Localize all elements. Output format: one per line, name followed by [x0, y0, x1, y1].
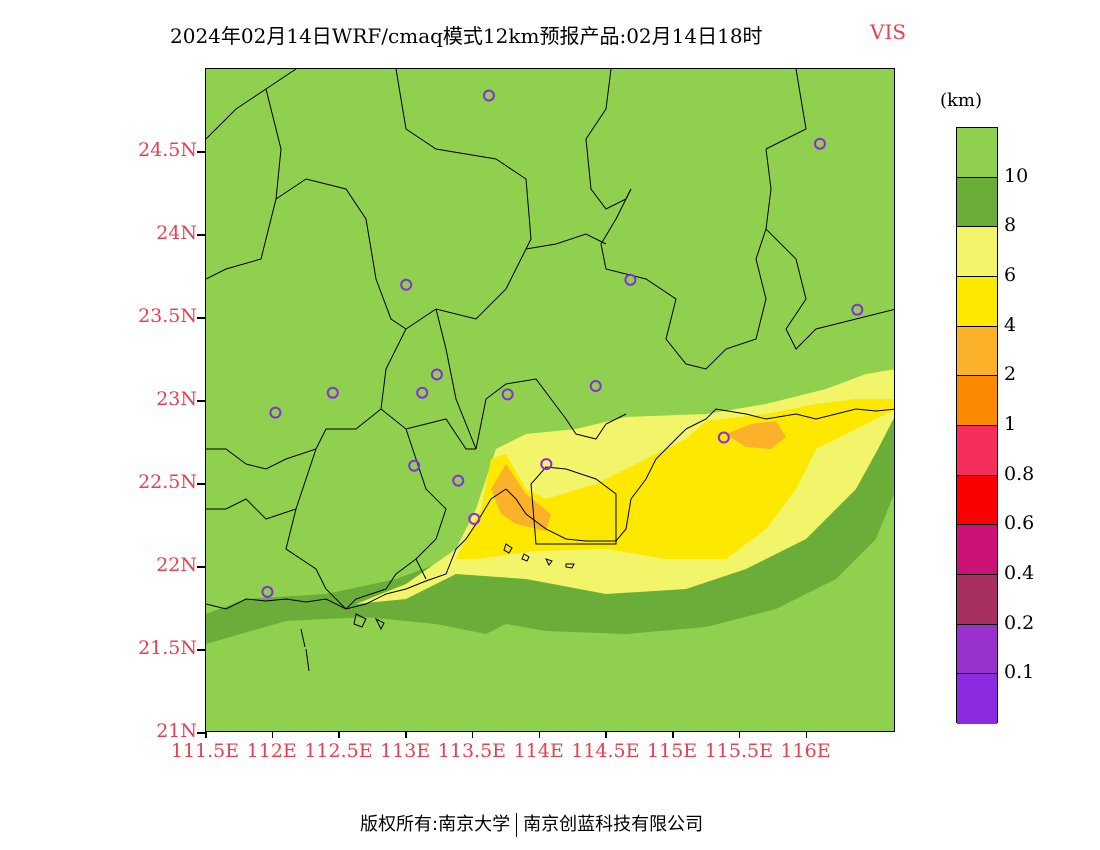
- lon-tick-mark: [471, 732, 474, 738]
- colorbar-label: 0.1: [1004, 661, 1035, 684]
- station-marker-7[interactable]: [416, 386, 429, 399]
- colorbar-segment: [957, 227, 997, 277]
- vis-band-2b: [726, 421, 786, 449]
- station-marker-10[interactable]: [269, 406, 282, 419]
- colorbar-segment: [957, 475, 997, 526]
- station-marker-15[interactable]: [468, 512, 481, 525]
- lon-tick-mark: [605, 732, 607, 738]
- lat-tick-label: 24.5N: [138, 139, 197, 161]
- colorbar-segment: [957, 575, 997, 625]
- lon-tick-mark: [672, 732, 674, 738]
- colorbar-label: 1: [1004, 413, 1017, 435]
- station-marker-16[interactable]: [261, 585, 274, 598]
- lon-tick-label: 112E: [246, 740, 297, 762]
- lat-tick-mark: [197, 566, 205, 568]
- colorbar-segment: [957, 376, 997, 426]
- lat-tick-label: 21.5N: [138, 637, 197, 659]
- lat-tick-label: 23.5N: [138, 305, 197, 327]
- station-marker-1[interactable]: [813, 137, 826, 150]
- lon-tick-mark: [538, 732, 541, 738]
- station-marker-2[interactable]: [400, 278, 413, 291]
- lat-tick-label: 22N: [156, 554, 197, 576]
- lat-tick-label: 22.5N: [138, 471, 197, 493]
- lon-tick-mark: [405, 732, 407, 738]
- lon-tick-mark: [205, 732, 207, 738]
- lat-tick-mark: [197, 234, 205, 236]
- footer-credit: 版权所有:南京大学 南京创蓝科技有限公司: [360, 810, 703, 837]
- colorbar-label: 10: [1004, 164, 1029, 187]
- colorbar-segment: [957, 177, 997, 228]
- lon-tick-mark: [738, 732, 741, 738]
- lat-tick-label: 21N: [156, 720, 197, 742]
- map-canvas: [206, 69, 894, 672]
- lon-tick-label: 114.5E: [571, 740, 640, 762]
- colorbar-label: 0.6: [1004, 512, 1035, 535]
- title-main: 2024年02月14日WRF/cmaq模式12km预报产品:02月14日18时: [170, 24, 763, 48]
- lon-tick-label: 115E: [647, 740, 698, 762]
- colorbar-segment: [957, 326, 997, 377]
- lon-tick-label: 116E: [780, 740, 831, 762]
- lon-tick-mark: [805, 732, 808, 738]
- station-marker-6[interactable]: [326, 386, 339, 399]
- lon-tick-mark: [338, 732, 340, 738]
- station-markers: [261, 89, 864, 598]
- lat-tick-label: 23N: [156, 388, 197, 410]
- station-marker-9[interactable]: [589, 380, 602, 393]
- station-marker-3[interactable]: [624, 273, 637, 286]
- lon-tick-label: 111.5E: [170, 740, 240, 762]
- lat-tick-mark: [197, 649, 205, 651]
- lat-tick-mark: [197, 400, 205, 402]
- colorbar-label: 2: [1004, 363, 1017, 386]
- footer-separator: [516, 813, 518, 837]
- colorbar-segment: [957, 128, 997, 178]
- lon-tick-label: 112.5E: [304, 740, 373, 762]
- colorbar: [956, 127, 998, 724]
- station-marker-8[interactable]: [501, 388, 514, 401]
- vis-band-4: [456, 399, 894, 559]
- colorbar-segment: [957, 624, 997, 675]
- admin-boundaries: [206, 69, 894, 610]
- lat-tick-mark: [197, 151, 205, 153]
- footer-right: 南京创蓝科技有限公司: [523, 814, 704, 835]
- vis-band-2: [491, 464, 551, 531]
- lat-tick-mark: [197, 732, 205, 734]
- colorbar-label: 4: [1004, 313, 1017, 336]
- station-marker-12[interactable]: [408, 459, 421, 472]
- station-marker-13[interactable]: [540, 458, 553, 471]
- lon-tick-label: 113E: [380, 740, 431, 762]
- colorbar-segment: [957, 525, 997, 575]
- colorbar-segment: [957, 426, 997, 476]
- figure-title: 2024年02月14日WRF/cmaq模式12km预报产品:02月14日18时 …: [0, 20, 1100, 50]
- map-panel[interactable]: [205, 68, 895, 732]
- colorbar-segment: [957, 674, 997, 724]
- lat-tick-label: 24N: [156, 222, 197, 244]
- colorbar-label: 0.8: [1004, 462, 1035, 485]
- islands: [300, 543, 575, 672]
- station-marker-5[interactable]: [430, 368, 443, 381]
- lon-tick-label: 114E: [513, 740, 564, 762]
- station-marker-14[interactable]: [452, 474, 465, 487]
- station-marker-0[interactable]: [482, 89, 495, 102]
- title-variable: VIS: [870, 20, 907, 44]
- lon-tick-label: 113.5E: [437, 740, 507, 762]
- colorbar-label: 6: [1004, 264, 1017, 286]
- colorbar-label: 0.2: [1004, 611, 1035, 634]
- lat-tick-mark: [197, 317, 205, 319]
- station-marker-4[interactable]: [851, 303, 864, 316]
- vis-band-8: [206, 382, 894, 644]
- lon-tick-label: 115.5E: [704, 740, 773, 762]
- colorbar-label: 0.4: [1004, 562, 1035, 584]
- station-marker-11[interactable]: [717, 431, 730, 444]
- footer-left: 版权所有:南京大学: [360, 814, 511, 835]
- colorbar-segment: [957, 277, 997, 327]
- lat-tick-mark: [197, 483, 205, 485]
- lon-tick-mark: [271, 732, 274, 738]
- colorbar-label: 8: [1004, 214, 1017, 237]
- legend-unit: (km): [940, 90, 983, 111]
